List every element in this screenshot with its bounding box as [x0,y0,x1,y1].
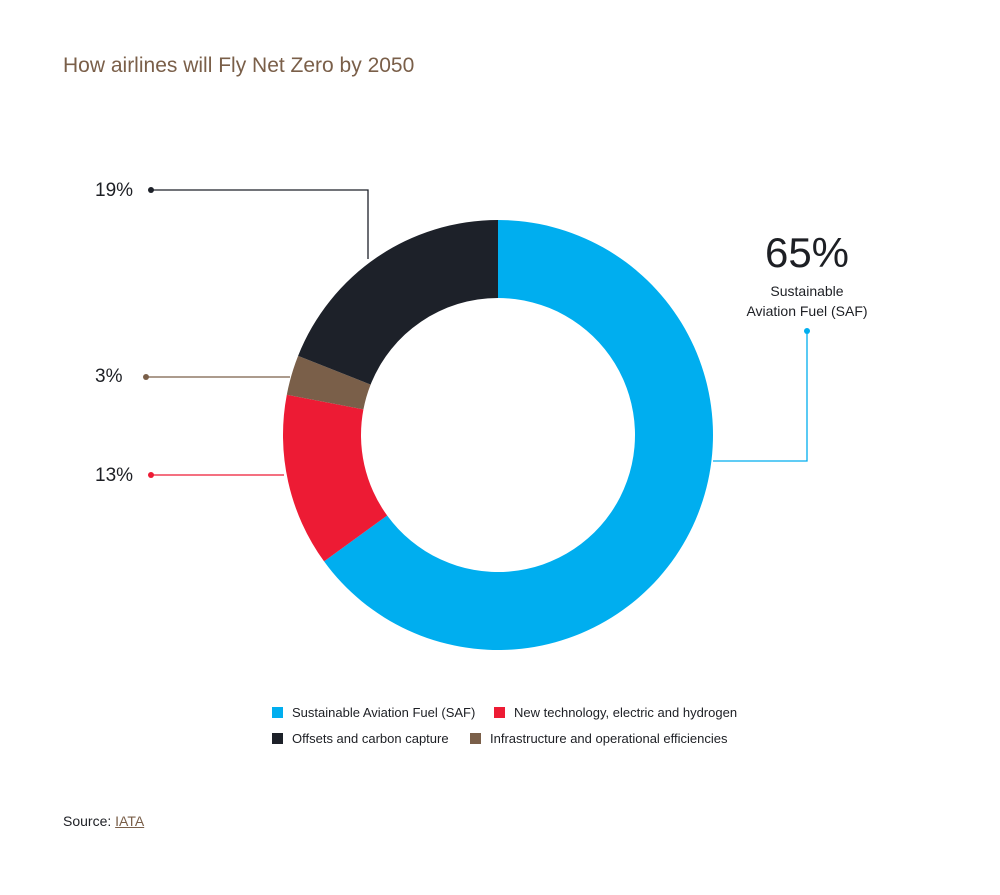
value-label-offsets: 19% [95,180,134,201]
legend-item-offsets: Offsets and carbon capture [272,731,449,746]
callout-label-line2: Aviation Fuel (SAF) [746,303,868,319]
leader-line-offsets [151,189,369,259]
legend-item-saf: Sustainable Aviation Fuel (SAF) [272,705,475,720]
source-note: Source: IATA [63,813,144,829]
legend-swatch-offsets [272,733,283,744]
legend-label-infrastructure: Infrastructure and operational efficienc… [490,731,728,746]
value-label-infrastructure: 3% [95,366,123,387]
leader-dot-offsets [148,187,154,193]
value-label-new-technology: 13% [95,465,134,486]
source-link[interactable]: IATA [115,813,145,829]
leader-dot-new-technology [148,472,154,478]
callout-label-saf: Sustainable Aviation Fuel (SAF) [707,281,907,321]
legend-label-new-technology: New technology, electric and hydrogen [514,705,738,720]
legend-item-infrastructure: Infrastructure and operational efficienc… [470,731,728,746]
legend-label-offsets: Offsets and carbon capture [292,731,449,746]
legend-swatch-new-technology [494,707,505,718]
leader-dot-saf [804,328,810,334]
slice-offsets [298,220,498,385]
slice-new-technology [283,394,388,562]
legend-label-saf: Sustainable Aviation Fuel (SAF) [292,705,476,720]
leader-dot-infrastructure [143,374,149,380]
slice-infrastructure [286,355,371,410]
slice-saf [324,220,713,650]
callout-label-line1: Sustainable [770,283,844,299]
source-prefix: Source: [63,813,112,829]
legend-swatch-saf [272,707,283,718]
legend-swatch-infrastructure [470,733,481,744]
chart-title: How airlines will Fly Net Zero by 2050 [63,54,415,77]
legend-item-new-technology: New technology, electric and hydrogen [494,705,737,720]
leader-line-saf [713,331,808,462]
value-label-saf: 65% [764,229,850,276]
